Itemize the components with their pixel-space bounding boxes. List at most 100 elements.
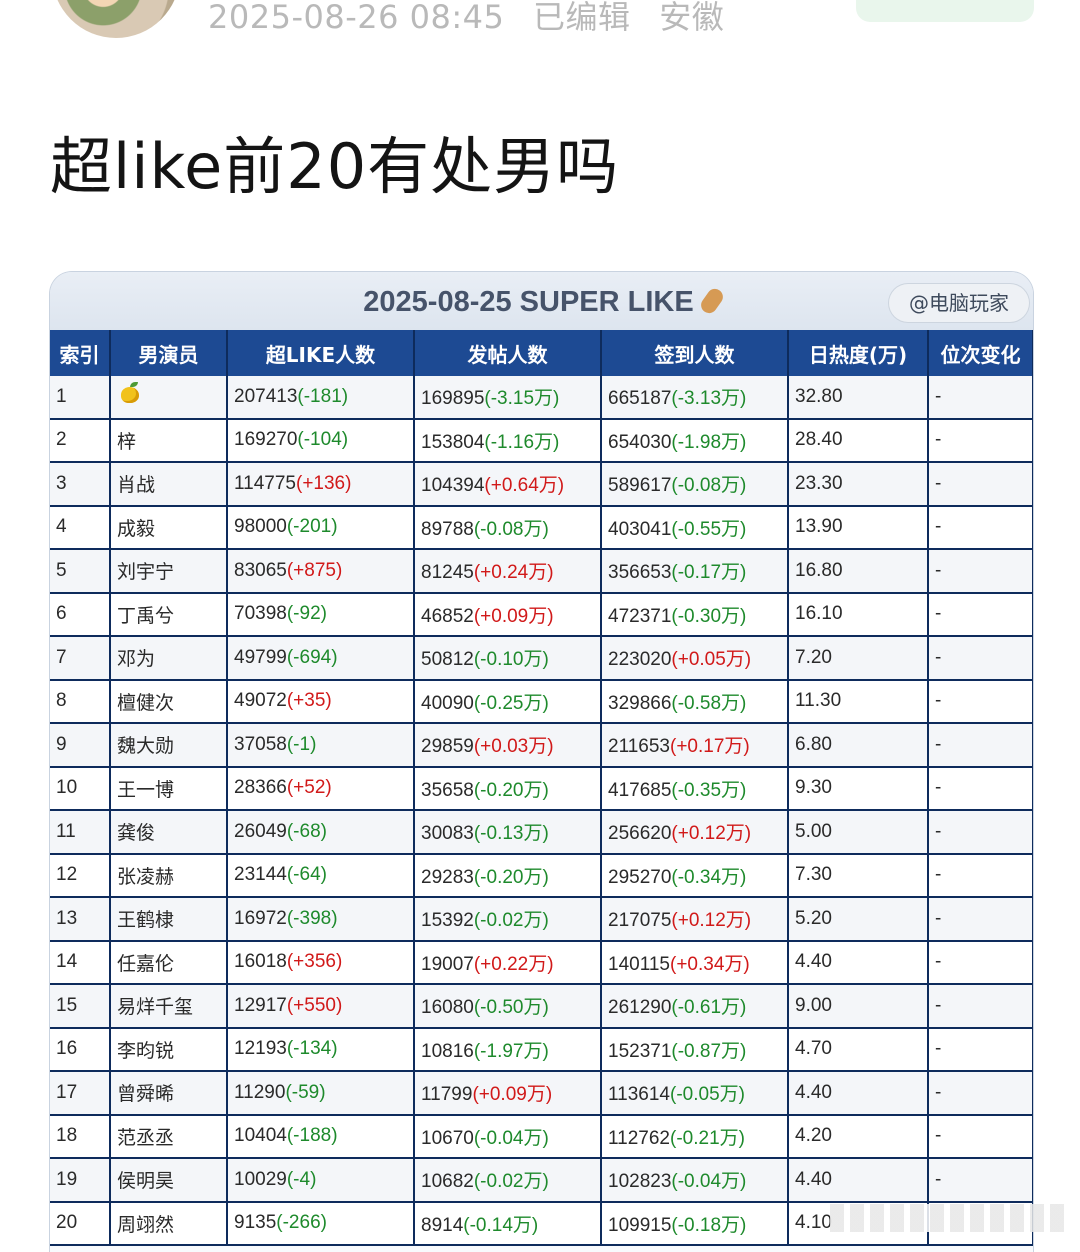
superlike-value: 16972: [234, 907, 287, 929]
cell-actor: 王鹤棣: [110, 897, 228, 942]
posts-delta: (+0.09万): [472, 1084, 553, 1106]
checkins-delta: (-0.05万): [670, 1084, 745, 1106]
header-col-rank-change: 位次变化: [928, 330, 1033, 376]
posts-delta: (-0.14万): [463, 1214, 539, 1236]
checkins-delta: (-0.17万): [671, 562, 747, 584]
cell-checkins: 223020(+0.05万): [601, 636, 789, 681]
cell-posts: 10816(-1.97万): [414, 1027, 602, 1072]
checkins-delta: (-0.30万): [671, 605, 747, 627]
posts-delta: (-1.16万): [484, 431, 560, 453]
superlike-value: 12917: [234, 994, 287, 1016]
superlike-value: 26049: [234, 820, 287, 842]
cell-superlike: 16972(-398): [227, 897, 415, 942]
checkins-delta: (-3.13万): [671, 388, 747, 410]
posts-value: 46852: [421, 605, 474, 627]
rank-change-value: -: [935, 646, 942, 668]
superlike-delta: (+356): [286, 951, 343, 973]
cell-checkins: 140115(+0.34万): [601, 940, 789, 985]
cell-index: 6: [50, 592, 111, 637]
actor-name: 侯明昊: [117, 1170, 175, 1193]
cell-actor: 曾舜晞: [110, 1071, 228, 1116]
rank-change-value: -: [935, 907, 942, 929]
index-value: 17: [56, 1081, 78, 1103]
cell-posts: 50812(-0.10万): [414, 636, 602, 681]
cell-superlike: 70398(-92): [227, 592, 415, 637]
table-row: 4 成毅 98000(-201) 89788(-0.08万) 403041(-0.55万…: [50, 505, 1033, 550]
actor-name: 成毅: [117, 517, 156, 540]
superlike-delta: (-104): [297, 429, 349, 451]
rank-change-value: -: [935, 777, 942, 799]
rank-change-value: -: [935, 951, 942, 973]
cell-actor: 王一博: [110, 766, 228, 811]
checkins-delta: (-0.34万): [671, 866, 747, 888]
cell-checkins: 109915(-0.18万): [601, 1201, 789, 1246]
cell-superlike: 10029(-4): [227, 1158, 415, 1203]
superlike-delta: (-134): [286, 1038, 338, 1060]
ranking-image: 2025-08-25 SUPER LIKE @电脑玩家 索引 男演员 超LIKE人数…: [50, 272, 1033, 1252]
cell-index: 11: [50, 810, 111, 855]
cell-heat: 5.20: [788, 897, 929, 942]
heat-value: 5.20: [795, 907, 832, 929]
cell-heat: 13.90: [788, 505, 929, 550]
checkins-value: 217075: [608, 910, 672, 932]
posts-value: 104394: [421, 475, 485, 497]
posts-delta: (-0.04万): [473, 1127, 549, 1149]
cell-index: 3: [50, 462, 111, 507]
cell-superlike: 12917(+550): [227, 984, 415, 1029]
cell-actor: 周翊然: [110, 1201, 228, 1246]
rank-change-value: -: [935, 603, 942, 625]
index-value: 13: [56, 907, 78, 929]
edited-label: 已编辑: [533, 0, 631, 36]
posts-delta: (-0.50万): [473, 997, 549, 1019]
cell-index: 15: [50, 984, 111, 1029]
table-header-row: 索引 男演员 超LIKE人数 发帖人数 签到人数 日热度(万) 位次变化: [50, 330, 1033, 376]
checkins-value: 261290: [608, 997, 672, 1019]
cell-heat: 7.30: [788, 853, 929, 898]
cell-index: 20: [50, 1201, 111, 1246]
heat-value: 4.40: [795, 1081, 832, 1103]
cell-checkins: 112762(-0.21万): [601, 1114, 789, 1159]
superlike-value: 98000: [234, 516, 287, 538]
actor-name: 丁禹兮: [117, 604, 175, 627]
superlike-value: 9135: [234, 1212, 277, 1234]
superlike-value: 207413: [234, 385, 298, 407]
cell-actor: 邓为: [110, 636, 228, 681]
table-row: 15 易烊千玺 12917(+550) 16080(-0.50万) 261290(-0.…: [50, 984, 1033, 1029]
cell-heat: 16.10: [788, 592, 929, 637]
superlike-delta: (-694): [286, 646, 338, 668]
rank-change-value: -: [935, 385, 942, 407]
cell-rank-change: -: [928, 592, 1033, 637]
posts-delta: (-0.20万): [473, 866, 549, 888]
checkins-delta: (-0.08万): [671, 475, 747, 497]
table-row: 1 207413(-181) 169895(-3.15万) 665187(-3.13万…: [50, 376, 1033, 420]
table-row: 12 张凌赫 23144(-64) 29283(-0.20万) 295270(-0.34…: [50, 853, 1033, 898]
cell-posts: 35658(-0.20万): [414, 766, 602, 811]
posts-value: 35658: [421, 779, 474, 801]
cell-checkins: 356653(-0.17万): [601, 549, 789, 594]
table-row: 8 檀健次 49072(+35) 40090(-0.25万) 329866(-0.58万…: [50, 679, 1033, 724]
checkins-value: 102823: [608, 1171, 672, 1193]
cell-index: 19: [50, 1158, 111, 1203]
cell-heat: 4.40: [788, 940, 929, 985]
rank-change-value: -: [935, 472, 942, 494]
post-title: 超like前20有处男吗: [50, 130, 620, 203]
heat-value: 32.80: [795, 385, 843, 407]
table-row: 18 范丞丞 10404(-188) 10670(-0.04万) 112762(-0.2…: [50, 1114, 1033, 1159]
checkins-delta: (+0.34万): [670, 953, 750, 975]
actor-name: 张凌赫: [117, 865, 175, 888]
superlike-value: 28366: [234, 777, 287, 799]
heat-value: 4.70: [795, 1038, 832, 1060]
cell-index: 10: [50, 766, 111, 811]
cell-rank-change: -: [928, 418, 1033, 463]
cell-index: 8: [50, 679, 111, 724]
avatar[interactable]: [52, 0, 180, 38]
follow-button[interactable]: [856, 0, 1034, 22]
superlike-value: 37058: [234, 733, 287, 755]
posts-delta: (-0.02万): [473, 1171, 549, 1193]
superlike-delta: (+35): [286, 690, 332, 712]
checkins-value: 665187: [608, 388, 672, 410]
cell-posts: 40090(-0.25万): [414, 679, 602, 724]
superlike-value: 10404: [234, 1125, 287, 1147]
cell-heat: 4.20: [788, 1114, 929, 1159]
cell-posts: 153804(-1.16万): [414, 418, 602, 463]
